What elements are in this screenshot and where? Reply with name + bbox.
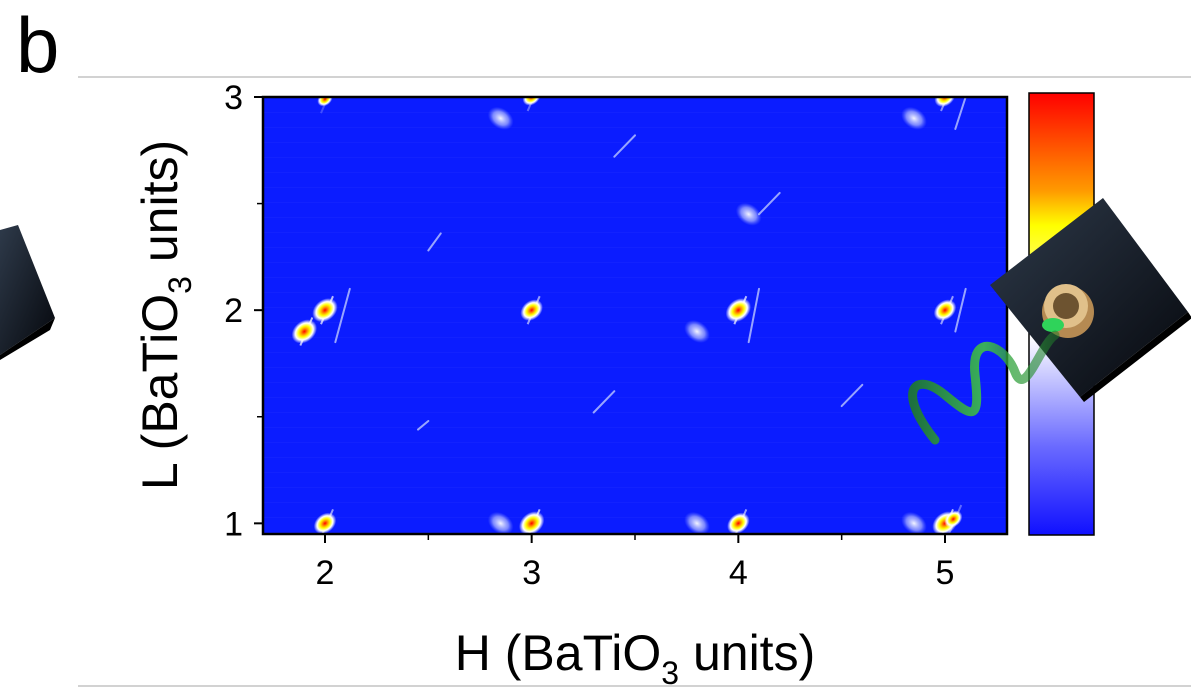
panel-label: b — [16, 1, 59, 89]
scan-band — [263, 157, 1007, 158]
diffuse-spot — [684, 511, 710, 534]
heatmap-layer — [263, 97, 1007, 534]
scan-band — [263, 382, 1007, 383]
bragg-peak — [312, 298, 338, 323]
scan-band — [263, 397, 1007, 398]
scan-band — [263, 172, 1007, 173]
diffuse-spot — [487, 511, 514, 534]
diffuse-spot — [735, 202, 762, 226]
x-axis-title: H (BaTiO3 units) — [455, 625, 815, 688]
x-tick-label: 4 — [729, 554, 748, 592]
scan-band — [263, 427, 1007, 428]
diffuse-streak — [334, 287, 351, 344]
x-tick-label: 5 — [936, 554, 955, 592]
diffuse-streak — [613, 134, 636, 158]
peak-streak — [526, 97, 535, 112]
x-axis-title-sub: 3 — [661, 655, 679, 688]
axes-layer: 2 3 4 5 1 2 3 — [224, 79, 954, 592]
diffuse-streak — [954, 97, 967, 130]
scan-band — [263, 262, 1007, 263]
scan-band — [263, 442, 1007, 443]
scan-band — [263, 112, 1007, 113]
scan-band — [263, 307, 1007, 308]
y-tick-label: 1 — [224, 505, 243, 543]
scan-band — [263, 337, 1007, 338]
bragg-peak — [727, 512, 750, 534]
scan-band — [263, 367, 1007, 368]
diffuse-streak — [758, 191, 781, 216]
bragg-peak — [944, 510, 963, 528]
bragg-peak — [934, 97, 956, 108]
scan-band — [263, 532, 1007, 533]
scan-band — [263, 202, 1007, 203]
scan-band — [263, 352, 1007, 353]
diffuse-streak — [417, 420, 430, 431]
diffuse-streak — [427, 232, 442, 252]
diffuse-streak — [592, 390, 616, 414]
scan-band — [263, 142, 1007, 143]
scan-band — [263, 322, 1007, 323]
x-tick-label: 2 — [316, 554, 335, 592]
left-detector-icon — [0, 225, 55, 360]
scan-band — [263, 502, 1007, 503]
y-tick-label: 3 — [224, 79, 243, 117]
bragg-peak — [313, 512, 337, 534]
scan-band — [263, 517, 1007, 518]
scan-band — [263, 487, 1007, 488]
bragg-peak — [317, 97, 333, 107]
scan-band — [263, 247, 1007, 248]
y-axis-title-prefix: L (BaTiO — [132, 294, 188, 490]
scan-band — [263, 187, 1007, 188]
diffuse-spot — [487, 106, 514, 130]
x-axis-title-suffix: units) — [679, 625, 815, 681]
bragg-peak — [291, 319, 318, 344]
scan-band — [263, 127, 1007, 128]
diffuse-spot — [901, 106, 927, 130]
detector-icon — [990, 198, 1191, 402]
heatmap-background — [263, 97, 1007, 534]
y-axis-title-sub: 3 — [162, 276, 198, 294]
scan-band — [263, 217, 1007, 218]
diffuse-streak — [840, 383, 864, 408]
bragg-peak — [520, 299, 543, 321]
diffuse-streak — [747, 287, 760, 344]
bragg-peak — [518, 511, 545, 534]
bragg-peak — [933, 299, 957, 321]
x-tick-label: 3 — [522, 554, 541, 592]
scan-band — [263, 412, 1007, 413]
bragg-peak — [522, 97, 541, 106]
diffuse-streak — [954, 287, 967, 333]
scan-band — [263, 277, 1007, 278]
diffuse-spot — [684, 320, 710, 343]
scan-band — [263, 472, 1007, 473]
diffuse-spot — [901, 511, 927, 534]
y-axis-title: L (BaTiO3 units) — [132, 140, 198, 490]
scan-band — [263, 292, 1007, 293]
bragg-peak — [725, 298, 752, 323]
y-axis-title-suffix: units) — [132, 140, 188, 276]
scan-band — [263, 457, 1007, 458]
scan-band — [263, 232, 1007, 233]
x-axis-title-prefix: H (BaTiO — [455, 625, 662, 681]
y-tick-label: 2 — [224, 292, 243, 330]
helix-beam-icon — [908, 330, 1060, 445]
